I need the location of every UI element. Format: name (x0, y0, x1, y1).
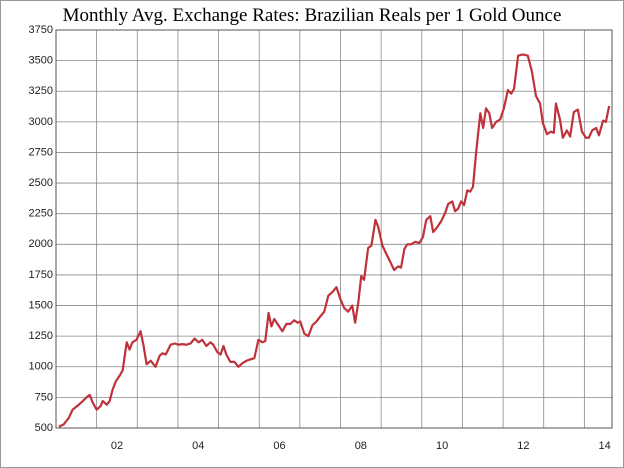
y-tick-label: 3250 (29, 85, 53, 97)
x-tick-label: 12 (517, 440, 529, 452)
marks (58, 53, 611, 428)
y-tick-label: 1750 (29, 269, 53, 281)
x-tick-label: 10 (436, 440, 448, 452)
x-tick-label: 02 (111, 440, 123, 452)
chart-title: Monthly Avg. Exchange Rates: Brazilian R… (63, 5, 562, 26)
x-tick-label: 14 (599, 440, 611, 452)
y-tick-label: 2750 (29, 146, 53, 158)
y-tick-label: 3000 (29, 116, 53, 128)
y-tick-label: 1000 (29, 361, 53, 373)
y-tick-label: 2000 (29, 238, 53, 250)
y-tick-label: 1250 (29, 330, 53, 342)
y-tick-label: 2500 (29, 177, 53, 189)
line-series (58, 53, 611, 428)
y-tick-label: 750 (35, 391, 53, 403)
y-tick-label: 3500 (29, 55, 53, 67)
y-tick-label: 1500 (29, 299, 53, 311)
x-tick-label: 04 (192, 440, 204, 452)
y-tick-label: 2250 (29, 208, 53, 220)
x-tick-label: 06 (273, 440, 285, 452)
y-tick-label: 3750 (29, 24, 53, 36)
plot-border (55, 29, 613, 429)
y-tick-label: 500 (35, 422, 53, 434)
x-tick-label: 08 (355, 440, 367, 452)
